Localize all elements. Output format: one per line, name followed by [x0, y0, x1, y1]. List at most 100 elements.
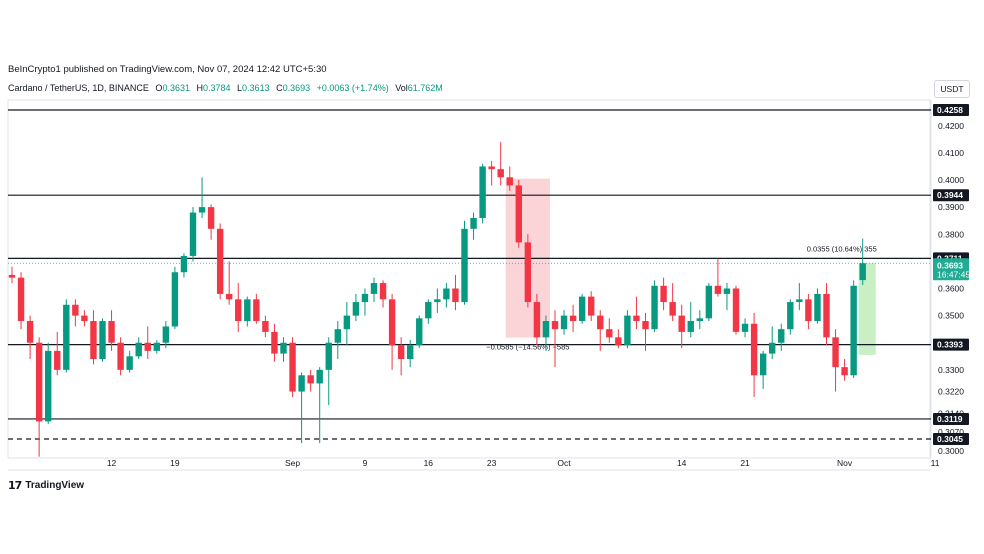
candle-up[interactable]	[542, 321, 550, 338]
candle-down[interactable]	[606, 329, 613, 338]
candle-down[interactable]	[452, 288, 459, 303]
candle-down[interactable]	[823, 293, 830, 338]
candle-up[interactable]	[198, 207, 206, 213]
candle-down[interactable]	[660, 285, 667, 303]
candle-down[interactable]	[533, 302, 541, 338]
candle-down[interactable]	[588, 296, 595, 316]
candle-up[interactable]	[244, 299, 251, 322]
candle-up[interactable]	[696, 318, 703, 322]
candle-down[interactable]	[17, 277, 25, 322]
candle-down[interactable]	[506, 177, 513, 186]
candle-down[interactable]	[678, 315, 685, 332]
candle-up[interactable]	[470, 217, 477, 229]
candle-down[interactable]	[289, 342, 296, 392]
candle-up[interactable]	[280, 342, 287, 354]
candle-up[interactable]	[126, 356, 133, 370]
candle-up[interactable]	[705, 285, 713, 319]
candle-down[interactable]	[108, 321, 115, 343]
candle-up[interactable]	[171, 272, 179, 327]
candle-up[interactable]	[769, 342, 776, 354]
candle-down[interactable]	[207, 207, 215, 229]
candle-up[interactable]	[461, 228, 468, 303]
candle-down[interactable]	[597, 315, 604, 330]
candle-up[interactable]	[343, 315, 351, 330]
candle-down[interactable]	[642, 321, 649, 330]
candle-up[interactable]	[416, 318, 423, 346]
candle-down[interactable]	[144, 342, 151, 351]
candle-down[interactable]	[72, 304, 79, 316]
candle-down[interactable]	[615, 337, 622, 346]
candle-up[interactable]	[859, 263, 866, 281]
candle-up[interactable]	[741, 323, 749, 332]
candle-up[interactable]	[361, 293, 369, 303]
candle-up[interactable]	[135, 342, 142, 357]
candle-down[interactable]	[669, 302, 676, 316]
candle-up[interactable]	[560, 315, 568, 330]
candle-down[interactable]	[388, 299, 396, 346]
candle-down[interactable]	[262, 321, 269, 332]
candle-up[interactable]	[162, 326, 170, 343]
candle-up[interactable]	[45, 350, 52, 422]
symbol-title[interactable]: Cardano / TetherUS, 1D, BINANCE	[8, 83, 149, 93]
y-tick-label: 0.3600	[938, 283, 964, 293]
candle-up[interactable]	[687, 321, 694, 332]
candle-up[interactable]	[479, 166, 486, 218]
candle-up[interactable]	[578, 296, 586, 322]
candle-up[interactable]	[425, 302, 432, 319]
candle-down[interactable]	[397, 345, 405, 360]
candle-down[interactable]	[271, 331, 278, 354]
candle-down[interactable]	[54, 350, 61, 370]
candle-up[interactable]	[153, 342, 160, 351]
candle-up[interactable]	[850, 285, 857, 376]
candle-up[interactable]	[443, 288, 450, 300]
candle-down[interactable]	[379, 283, 387, 300]
candle-up[interactable]	[370, 283, 378, 294]
candle-down[interactable]	[841, 367, 848, 376]
candle-up[interactable]	[624, 315, 631, 346]
candle-up[interactable]	[352, 302, 360, 316]
candle-down[interactable]	[90, 321, 97, 360]
candle-up[interactable]	[787, 302, 794, 330]
candle-down[interactable]	[117, 342, 124, 370]
candle-down[interactable]	[714, 285, 722, 294]
candle-up[interactable]	[407, 345, 414, 360]
candle-down[interactable]	[805, 299, 812, 322]
candle-up[interactable]	[796, 299, 803, 303]
candle-up[interactable]	[434, 299, 441, 303]
candle-up[interactable]	[99, 321, 106, 360]
candle-up[interactable]	[189, 212, 197, 256]
currency-button[interactable]: USDT	[934, 80, 970, 98]
candle-down[interactable]	[832, 337, 839, 368]
candle-down[interactable]	[633, 315, 640, 322]
candle-down[interactable]	[253, 299, 260, 322]
candle-up[interactable]	[298, 375, 305, 392]
candle-up[interactable]	[778, 329, 785, 343]
candle-up[interactable]	[334, 329, 341, 343]
candle-down[interactable]	[551, 321, 559, 330]
candle-down[interactable]	[515, 185, 522, 243]
candle-down[interactable]	[226, 293, 233, 300]
candle-down[interactable]	[235, 299, 242, 322]
candle-down[interactable]	[732, 288, 740, 332]
candle-up[interactable]	[316, 369, 323, 384]
candle-up[interactable]	[325, 342, 332, 370]
candle-up[interactable]	[723, 288, 731, 294]
candle-down[interactable]	[524, 242, 532, 303]
low-label: L	[237, 83, 243, 93]
candle-up[interactable]	[759, 353, 767, 376]
candle-down[interactable]	[497, 169, 504, 178]
candle-down[interactable]	[488, 166, 495, 170]
candle-down[interactable]	[81, 315, 88, 322]
candle-down[interactable]	[216, 228, 224, 294]
candle-down[interactable]	[569, 315, 577, 322]
candle-up[interactable]	[180, 255, 188, 273]
candle-up[interactable]	[63, 304, 70, 370]
candle-down[interactable]	[35, 342, 43, 422]
candle-down[interactable]	[307, 375, 314, 384]
candle-down[interactable]	[750, 323, 758, 376]
candle-up[interactable]	[814, 293, 821, 322]
candle-up[interactable]	[651, 285, 658, 330]
candle-down[interactable]	[8, 274, 16, 278]
candle-down[interactable]	[26, 321, 34, 343]
